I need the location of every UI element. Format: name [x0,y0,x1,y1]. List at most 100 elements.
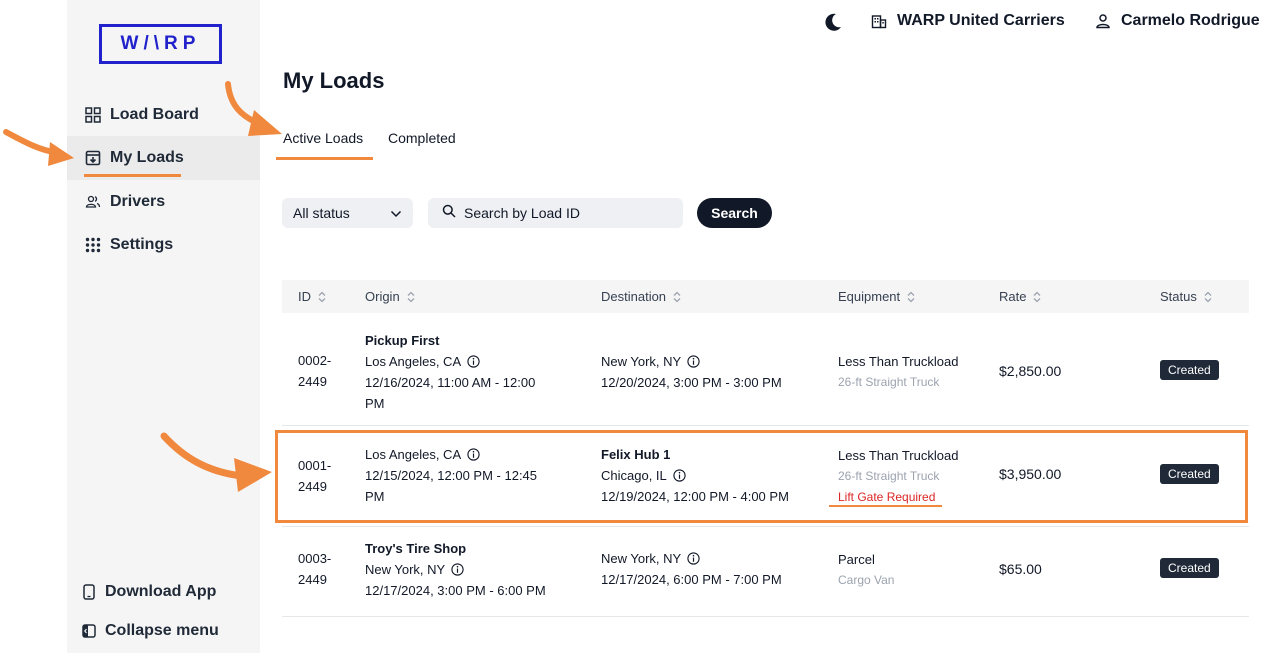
phone-icon [81,584,97,600]
equipment-type: Less Than Truckload [838,354,959,369]
equipment-cell: Parcel Cargo Van [838,549,894,591]
company-selector[interactable]: WARP United Carriers [871,12,1065,30]
load-id: 0002- 2449 [298,350,331,392]
download-box-icon [84,149,102,167]
load-id-line: 2449 [298,572,327,587]
tab-active-loads[interactable]: Active Loads [283,130,364,146]
grid-icon [84,106,102,124]
equipment-cell: Less Than Truckload 26-ft Straight Truck… [838,445,958,508]
info-icon[interactable] [687,552,700,565]
column-label: Rate [999,289,1027,304]
info-icon[interactable] [467,355,480,368]
status-filter-value: All status [293,205,350,221]
origin-city: New York, NY [365,562,446,577]
destination-time: 12/20/2024, 3:00 PM - 3:00 PM [601,375,782,390]
info-icon[interactable] [673,469,686,482]
sidebar-item-load-board[interactable]: Load Board [67,93,260,137]
status-badge: Created [1160,464,1219,484]
load-id: 0003- 2449 [298,548,331,590]
info-icon[interactable] [687,355,700,368]
status-filter-select[interactable]: All status [282,198,413,228]
origin-time: 12/16/2024, 11:00 AM - 12:00 [365,375,536,390]
sort-icon [1204,291,1212,303]
sidebar-item-my-loads[interactable]: My Loads [67,136,260,180]
column-header-destination[interactable]: Destination [601,289,681,304]
tab-completed[interactable]: Completed [388,130,456,146]
top-header: WARP United Carriers Carmelo Rodrigue [260,0,1268,44]
column-header-status[interactable]: Status [1160,289,1212,304]
origin-city: Los Angeles, CA [365,354,462,369]
sidebar-item-label: Settings [110,236,174,253]
table-row[interactable]: 0003- 2449 Troy's Tire Shop New York, NY … [282,527,1249,617]
destination-city: Chicago, IL [601,468,667,483]
rate: $2,850.00 [999,363,1062,379]
table-header: ID Origin Destination Equipment Rate Sta… [282,280,1249,313]
origin-time: 12/15/2024, 12:00 PM - 12:45 [365,468,538,483]
load-id-line: 0001- [298,458,332,473]
destination-city-line: New York, NY [601,548,782,569]
equipment-cell: Less Than Truckload 26-ft Straight Truck [838,351,958,393]
user-menu[interactable]: Carmelo Rodrigue [1095,12,1260,30]
destination-city-line: New York, NY [601,351,782,372]
origin-time: PM [365,489,385,504]
search-field[interactable] [428,198,683,228]
column-header-equipment[interactable]: Equipment [838,289,915,304]
warp-logo[interactable]: W/\RP [99,24,222,64]
table-row[interactable]: 0001- 2449 Los Angeles, CA 12/15/2024, 12… [282,426,1249,527]
load-id-line: 0002- [298,353,332,368]
equipment-detail: Cargo Van [838,573,895,587]
chevron-down-icon [390,205,402,221]
table-row[interactable]: 0002- 2449 Pickup First Los Angeles, CA 1… [282,313,1249,426]
origin-city-line: New York, NY [365,559,546,580]
dots-grid-icon [84,236,102,254]
sidebar-item-label: Drivers [110,193,166,210]
column-header-id[interactable]: ID [298,289,326,304]
load-id-line: 2449 [298,374,327,389]
destination-cell: New York, NY 12/20/2024, 3:00 PM - 3:00 … [601,351,782,393]
info-icon[interactable] [467,448,480,461]
theme-toggle[interactable] [823,12,853,32]
column-label: Origin [365,289,400,304]
info-icon[interactable] [451,563,464,576]
sort-icon [407,291,415,303]
destination-cell: New York, NY 12/17/2024, 6:00 PM - 7:00 … [601,548,782,590]
sidebar-item-label: My Loads [110,149,184,166]
origin-name: Troy's Tire Shop [365,541,467,556]
column-label: Status [1160,289,1197,304]
user-name: Carmelo Rodrigue [1121,12,1260,29]
origin-time: PM [365,396,385,411]
download-app-label: Download App [105,583,217,600]
users-icon [84,193,102,211]
download-app-button[interactable]: Download App [81,580,216,604]
active-nav-indicator [84,174,181,177]
origin-time: 12/17/2024, 3:00 PM - 6:00 PM [365,583,546,598]
origin-cell: Los Angeles, CA 12/15/2024, 12:00 PM - 1… [365,444,537,507]
sidebar: W/\RP Load Board My Loads Drivers Settin [67,0,260,653]
destination-city: New York, NY [601,551,682,566]
lift-gate-underline [829,505,942,507]
destination-city-line: Chicago, IL [601,465,789,486]
search-input[interactable] [464,205,664,221]
rate: $65.00 [999,561,1042,577]
sidebar-item-settings[interactable]: Settings [67,223,260,267]
user-icon [1095,13,1111,29]
origin-city: Los Angeles, CA [365,447,462,462]
column-header-origin[interactable]: Origin [365,289,415,304]
destination-time: 12/17/2024, 6:00 PM - 7:00 PM [601,572,782,587]
destination-name: Felix Hub 1 [601,447,671,462]
collapse-menu-button[interactable]: Collapse menu [81,619,219,643]
arrow-to-my-loads [3,129,74,166]
column-label: Destination [601,289,667,304]
sidebar-item-drivers[interactable]: Drivers [67,180,260,224]
status-badge: Created [1160,558,1219,578]
active-tab-indicator [276,157,373,160]
destination-cell: Felix Hub 1 Chicago, IL 12/19/2024, 12:0… [601,444,789,507]
search-button[interactable]: Search [697,198,772,228]
arrow-to-highlighted-row [160,432,272,492]
sidebar-item-label: Load Board [110,106,199,123]
equipment-detail: 26-ft Straight Truck [838,469,940,483]
column-header-rate[interactable]: Rate [999,289,1041,304]
load-id-line: 0003- [298,551,332,566]
origin-city-line: Los Angeles, CA [365,351,535,372]
company-name: WARP United Carriers [897,12,1065,29]
